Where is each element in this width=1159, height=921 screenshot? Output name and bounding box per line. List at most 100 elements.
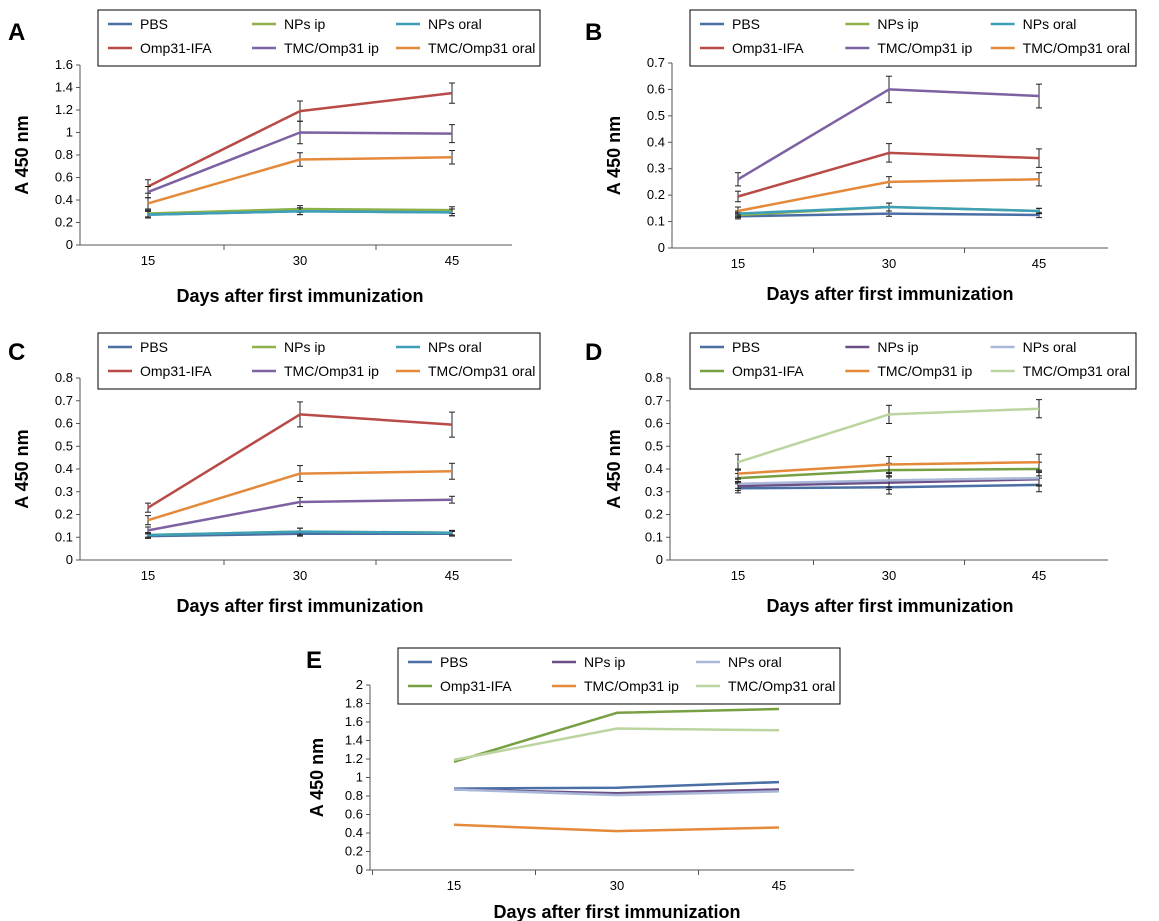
- x-axis-title: Days after first immunization: [766, 284, 1013, 304]
- y-tick-label: 0: [356, 862, 363, 877]
- legend-label: Omp31-IFA: [732, 40, 804, 56]
- legend-label: NPs oral: [428, 16, 482, 32]
- panel-b: B 0 0.1 0.2 0.3 0.4 0.5 0.6 0.7 15 30 45 Days after …: [585, 9, 1137, 304]
- series-line: [737, 476, 1040, 486]
- legend-label: Omp31-IFA: [440, 678, 512, 694]
- series-tmc-omp31-ip: [145, 120, 455, 199]
- series-line: [737, 460, 1040, 475]
- legend-label: PBS: [732, 16, 760, 32]
- legend-label: NPs ip: [284, 339, 325, 355]
- legend-box: [97, 9, 541, 67]
- series-tmc-omp31-ip: [145, 495, 455, 535]
- x-tick-label: 30: [882, 568, 896, 583]
- y-tick-label: 0.4: [345, 825, 363, 840]
- legend-label: TMC/Omp31 ip: [877, 363, 972, 379]
- y-tick-label: 0: [66, 237, 73, 252]
- y-tick-label: 1.4: [345, 733, 363, 748]
- y-tick-label: 0: [656, 552, 663, 567]
- legend: PBS NPs ip NPs oral Omp31-IFA TMC/Omp31 ip TM…: [97, 9, 541, 67]
- y-axis-title: A 450 nm: [12, 429, 32, 508]
- series-line: [147, 156, 453, 205]
- legend-label: NPs oral: [1023, 339, 1077, 355]
- series-line: [147, 91, 453, 188]
- y-tick-label: 2: [356, 677, 363, 692]
- series-tmc-omp31-ip: [453, 823, 780, 833]
- series-line: [147, 413, 453, 509]
- panel-letter: D: [585, 339, 602, 366]
- panel-letter: B: [585, 19, 602, 46]
- y-tick-label: 0.2: [55, 507, 73, 522]
- y-tick-label: 0.3: [647, 161, 665, 176]
- y-tick-label: 1.2: [345, 751, 363, 766]
- series-line: [147, 530, 453, 537]
- legend-box: [689, 332, 1137, 390]
- series-omp31-ifa: [735, 143, 1042, 203]
- y-tick-label: 0.3: [645, 484, 663, 499]
- x-axis-title: Days after first immunization: [493, 902, 740, 921]
- series-line: [737, 151, 1040, 198]
- panel-c: C 0 0.1 0.2 0.3 0.4 0.5 0.6 0.7 0.8 15 30 45 Days aft…: [8, 332, 541, 616]
- y-tick-label: 0: [66, 552, 73, 567]
- y-tick-label: 0.3: [55, 484, 73, 499]
- y-tick-label: 0.4: [55, 192, 73, 207]
- y-tick-label: 0.6: [345, 807, 363, 822]
- y-tick-label: 0.8: [55, 147, 73, 162]
- x-tick-label: 45: [445, 253, 459, 268]
- y-tick-label: 0.2: [55, 215, 73, 230]
- y-tick-label: 0.1: [55, 529, 73, 544]
- series-line: [453, 788, 780, 797]
- legend-label: TMC/Omp31 oral: [728, 678, 835, 694]
- y-tick-label: 0.6: [55, 170, 73, 185]
- y-tick-label: 0.4: [645, 461, 663, 476]
- series-line: [453, 780, 780, 790]
- series-pbs: [453, 780, 780, 790]
- y-tick-label: 1.6: [345, 714, 363, 729]
- y-tick-label: 0.5: [645, 438, 663, 453]
- y-tick-label: 0.4: [55, 461, 73, 476]
- y-tick-label: 1.6: [55, 57, 73, 72]
- legend: PBS NPs ip NPs oral Omp31-IFA TMC/Omp31 ip TM…: [97, 332, 541, 390]
- y-tick-label: 0.7: [645, 393, 663, 408]
- legend-label: TMC/Omp31 oral: [1023, 40, 1130, 56]
- series-nps-oral: [145, 207, 455, 219]
- x-tick-label: 30: [882, 256, 896, 271]
- legend-label: NPs oral: [428, 339, 482, 355]
- series-nps-oral: [735, 202, 1042, 217]
- legend-label: NPs ip: [284, 16, 325, 32]
- y-tick-label: 1: [356, 770, 363, 785]
- legend-label: TMC/Omp31 oral: [1023, 363, 1130, 379]
- legend-box: [397, 647, 841, 705]
- legend-label: TMC/Omp31 oral: [428, 40, 535, 56]
- legend-label: NPs oral: [728, 654, 782, 670]
- legend-label: PBS: [732, 339, 760, 355]
- series-line: [453, 823, 780, 833]
- x-tick-label: 15: [141, 253, 155, 268]
- x-tick-label: 15: [731, 568, 745, 583]
- x-tick-label: 30: [293, 253, 307, 268]
- series-omp31-ifa: [453, 707, 780, 763]
- series-tmc-omp31-oral: [735, 399, 1042, 471]
- series-tmc-omp31-oral: [145, 150, 455, 210]
- series-line: [737, 212, 1040, 218]
- y-tick-label: 0.7: [55, 393, 73, 408]
- series-omp31-ifa: [145, 82, 455, 194]
- series-line: [147, 131, 453, 194]
- legend-label: NPs oral: [1023, 16, 1077, 32]
- series-line: [737, 205, 1040, 215]
- legend: PBS NPs ip NPs oral Omp31-IFA TMC/Omp31 ip TM…: [689, 9, 1137, 67]
- x-tick-label: 45: [1032, 568, 1046, 583]
- series-omp31-ifa: [145, 401, 455, 513]
- series-line: [147, 498, 453, 532]
- y-tick-label: 1.4: [55, 80, 73, 95]
- y-tick-label: 0.6: [55, 416, 73, 431]
- x-tick-label: 45: [445, 568, 459, 583]
- legend-label: TMC/Omp31 ip: [284, 363, 379, 379]
- y-tick-label: 0.1: [647, 214, 665, 229]
- y-axis-title: A 450 nm: [12, 115, 32, 194]
- series-line: [737, 178, 1040, 213]
- y-tick-label: 0.2: [345, 844, 363, 859]
- y-tick-label: 0.8: [345, 788, 363, 803]
- series-line: [453, 727, 780, 762]
- series-tmc-omp31-oral: [145, 462, 455, 526]
